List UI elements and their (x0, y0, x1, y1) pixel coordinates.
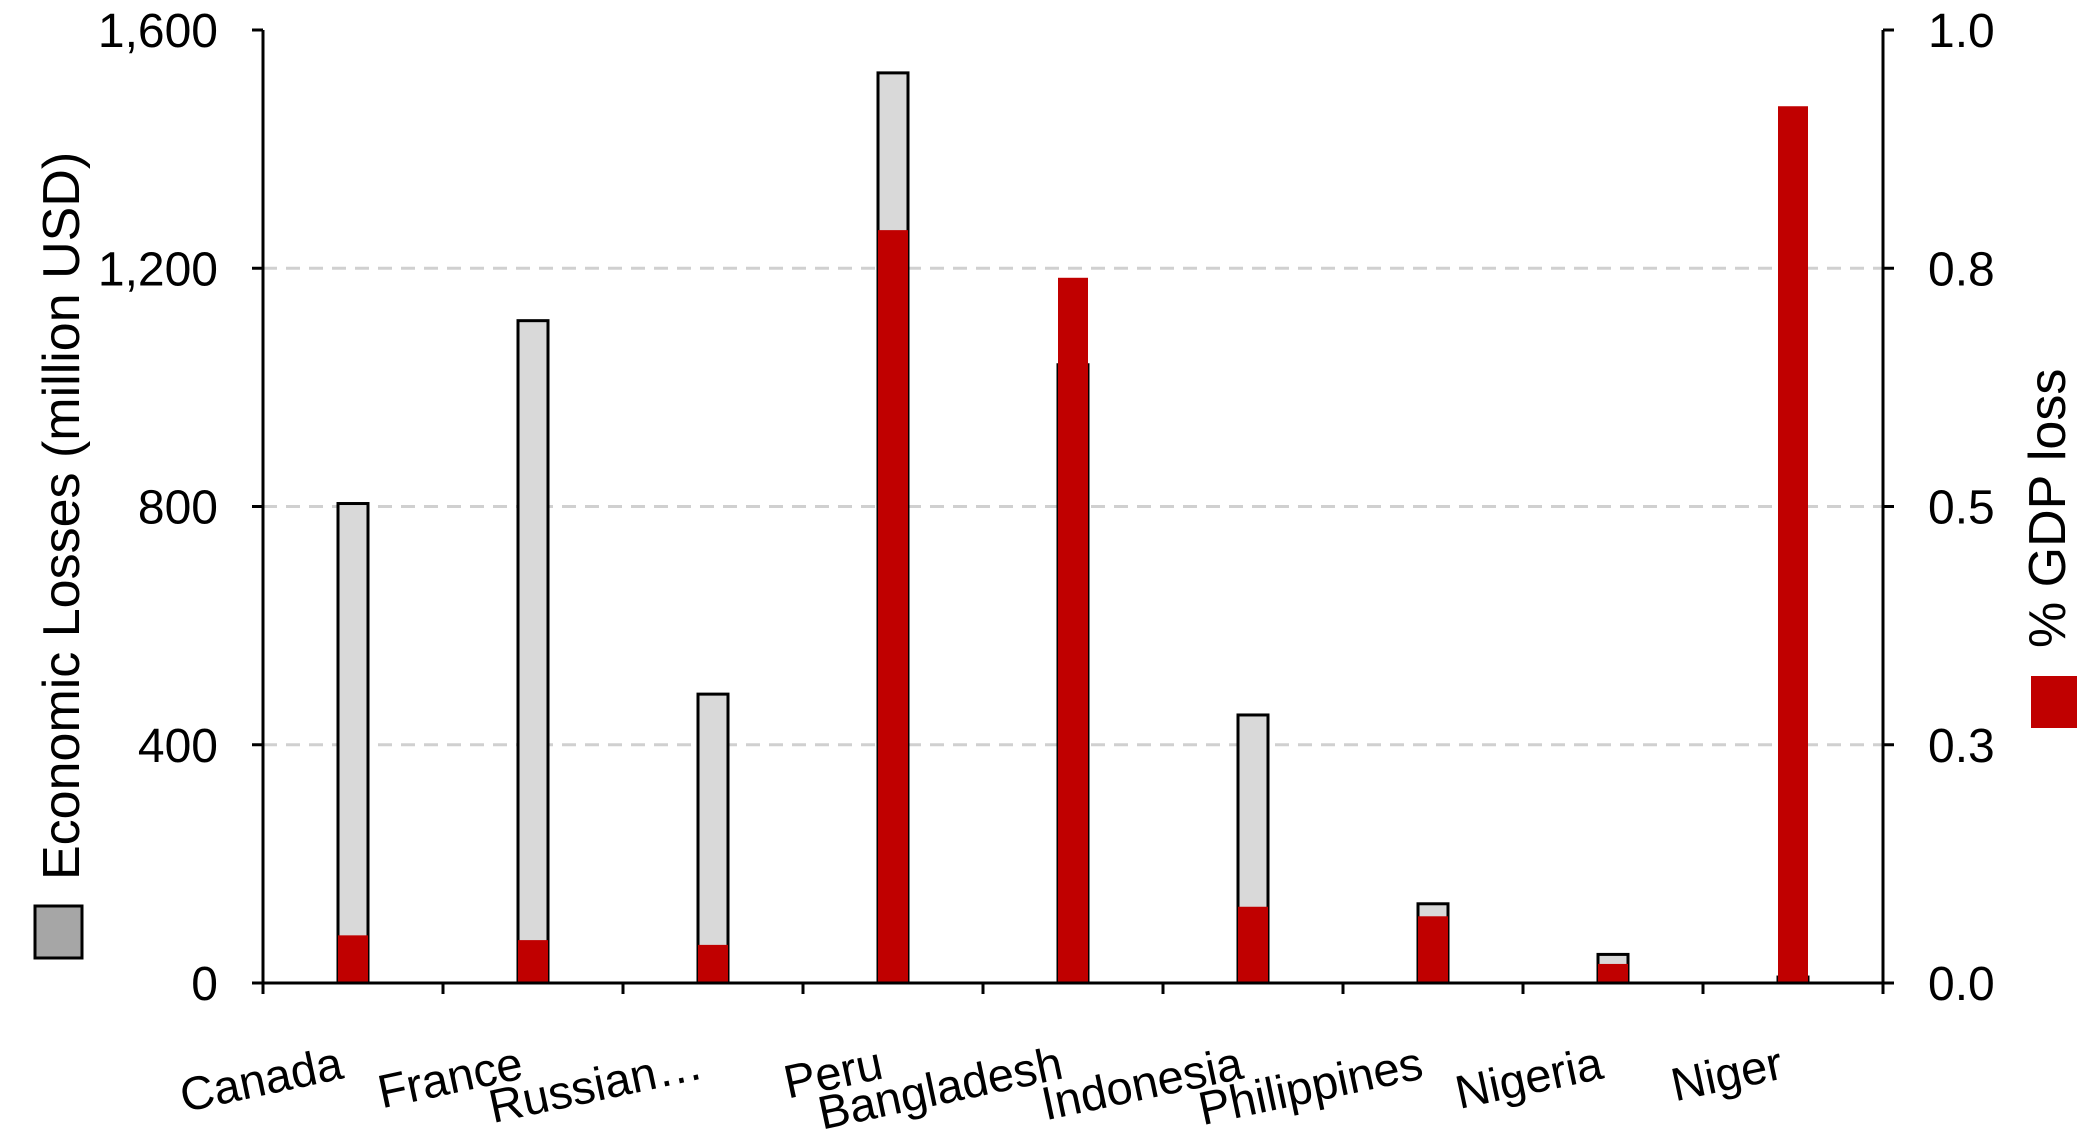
bar-gdp-loss (338, 935, 368, 983)
gdp-loss-bars (338, 106, 1808, 984)
bar-gdp-loss (1238, 906, 1268, 983)
right-axis-ticks: 0.0 0.3 0.5 0.8 1.0 (1883, 5, 1995, 1011)
right-tick-label: 0.0 (1928, 958, 1995, 1011)
bar-gdp-loss (878, 230, 908, 983)
bar-gdp-loss (518, 940, 548, 983)
bar-gdp-loss (1778, 106, 1808, 984)
bar-gdp-loss (1058, 277, 1088, 983)
left-axis-title: Economic Losses (million USD) (33, 152, 91, 880)
category-label: Niger (1666, 1036, 1787, 1111)
legend-swatch-gdp-loss (2031, 676, 2077, 728)
right-axis-title: % GDP loss (2019, 369, 2077, 648)
bar-gdp-loss (698, 944, 728, 983)
right-tick-label: 0.3 (1928, 720, 1995, 773)
right-tick-label: 0.5 (1928, 482, 1995, 535)
bar-gdp-loss (1418, 916, 1448, 983)
left-axis-ticks: 0 400 800 1,200 1,600 (98, 5, 263, 1011)
right-tick-label: 1.0 (1928, 5, 1995, 58)
legend-swatch-economic-losses (33, 904, 84, 960)
right-tick-label: 0.8 (1928, 243, 1995, 296)
left-tick-label: 800 (138, 482, 218, 535)
left-tick-label: 1,200 (98, 243, 218, 296)
bar-economic-losses (336, 502, 370, 985)
left-tick-label: 0 (191, 958, 218, 1011)
bar-economic-losses (696, 692, 730, 985)
bar-gdp-loss (1598, 963, 1628, 983)
left-tick-label: 400 (138, 720, 218, 773)
category-label: Canada (175, 1036, 348, 1122)
left-tick-label: 1,600 (98, 5, 218, 58)
bar-economic-losses (516, 319, 550, 985)
category-label: Nigeria (1450, 1036, 1608, 1119)
